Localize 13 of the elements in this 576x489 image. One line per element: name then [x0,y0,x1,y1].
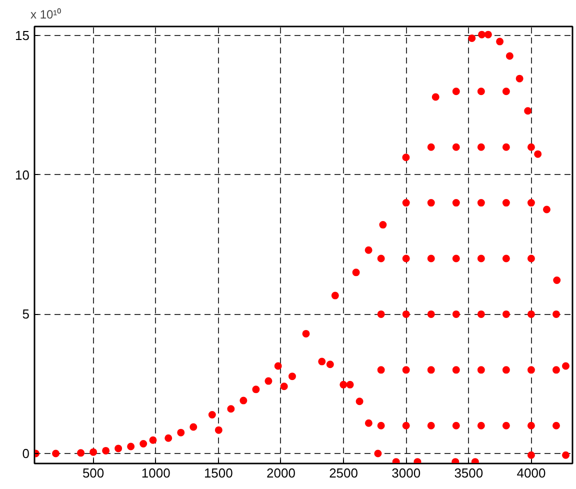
x-tick-label: 4000 [516,466,546,480]
x-tick-label: 1000 [141,466,170,480]
y-tick-label: 5 [22,306,30,322]
x-tick-label: 2500 [329,466,358,480]
y-tick-label: 15 [15,28,30,44]
y-tick-label: 10 [15,167,30,182]
x-tick-label: 1500 [204,466,233,480]
x-tick-label: 3000 [392,466,421,480]
x-tick-label: 3500 [454,466,484,480]
x-tick-label: 2000 [266,466,296,480]
text: x 10¹⁰ [30,8,62,22]
y-tick-label: 0 [22,446,30,461]
x-tick-label: 500 [82,466,104,480]
